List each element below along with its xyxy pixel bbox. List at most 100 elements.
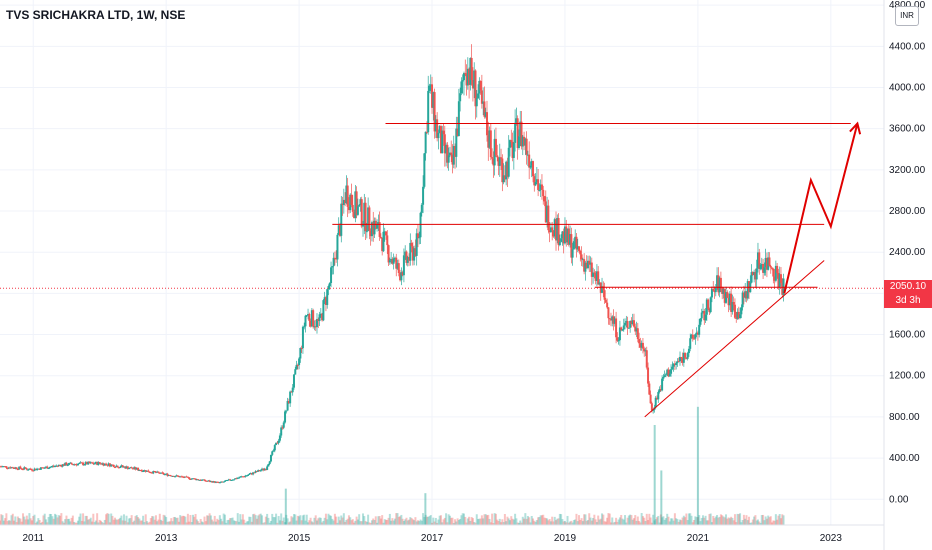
volume-bar (36, 521, 39, 525)
volume-bar (503, 514, 506, 525)
candle-body (39, 467, 42, 470)
candle-body (142, 471, 145, 473)
volume-bar (346, 518, 349, 525)
volume-bar (282, 517, 285, 525)
candle-body (411, 246, 414, 261)
volume-bar (272, 517, 275, 525)
candle-body (396, 263, 399, 269)
volume-bar (627, 515, 630, 525)
candle-body (753, 272, 756, 276)
volume-bar (744, 518, 747, 525)
candle-body (455, 128, 458, 157)
candle-body (369, 230, 372, 237)
volume-bar (331, 518, 334, 525)
volume-bar (154, 515, 157, 525)
candle-body (202, 479, 205, 481)
volume-bar (483, 514, 486, 525)
volume-bar (46, 522, 49, 525)
volume-bar (16, 516, 19, 525)
candle-body (524, 138, 527, 146)
candle-body (686, 353, 689, 359)
candle-body (308, 314, 311, 321)
candle-body (767, 257, 770, 270)
candle-body (521, 136, 524, 147)
candle-body (552, 230, 555, 237)
volume-bar (268, 522, 271, 525)
volume-bar (340, 515, 343, 525)
candle-body (736, 311, 739, 319)
volume-bar (727, 517, 730, 525)
volume-bar (93, 522, 96, 525)
candle-body (561, 231, 564, 239)
candle-body (393, 257, 396, 259)
candle-body (264, 468, 267, 470)
candle-body (161, 472, 164, 474)
candle-body (640, 342, 643, 348)
currency-badge[interactable]: INR (895, 6, 919, 26)
candle-body (359, 199, 362, 206)
volume-bar (176, 517, 179, 525)
candle-body (631, 320, 634, 325)
volume-bar (602, 514, 605, 525)
candle-body (468, 68, 471, 85)
volume-bar (199, 518, 202, 525)
volume-bar (526, 516, 529, 525)
candle-body (170, 475, 173, 477)
volume-bar (271, 513, 274, 525)
volume-bar (630, 515, 633, 525)
candle-body (339, 225, 341, 236)
candle-body (209, 481, 212, 483)
volume-bar (399, 516, 402, 525)
candle-body (38, 468, 41, 470)
volume-bar (76, 520, 79, 525)
volume-bar (413, 520, 416, 525)
volume-bar (147, 522, 150, 525)
candle-body (110, 464, 113, 467)
volume-bar (465, 522, 468, 525)
candle-body (218, 482, 221, 484)
candle-body (232, 479, 235, 481)
volume-bar (410, 518, 413, 525)
volume-bar (121, 520, 124, 525)
volume-bar (507, 518, 510, 525)
current-price-label: 2050.10 (884, 280, 932, 294)
volume-bar (705, 520, 708, 525)
volume-bar (230, 518, 233, 525)
volume-bar (152, 516, 155, 525)
candle-body (540, 184, 543, 190)
candle-body (153, 470, 156, 472)
volume-bar (82, 513, 85, 525)
volume-bar (11, 513, 14, 525)
volume-bar (314, 515, 317, 525)
volume-bar (344, 521, 347, 525)
volume-bar (20, 521, 23, 525)
volume-bar (718, 516, 721, 525)
candle-body (751, 272, 754, 276)
candle-body (74, 464, 77, 466)
candle-body (539, 184, 542, 190)
candle-body (289, 391, 292, 404)
volume-bar (532, 518, 535, 525)
candle-body (428, 85, 431, 91)
candle-body (546, 205, 549, 223)
candle-body (246, 474, 249, 476)
candle-body (350, 194, 353, 205)
volume-bar (347, 515, 350, 525)
candle-body (213, 481, 216, 483)
candle-body (732, 302, 735, 305)
candle-body (399, 273, 402, 281)
candle-body (295, 364, 298, 370)
candle-body (211, 481, 214, 483)
volume-bar (51, 516, 54, 525)
volume-bar (313, 517, 316, 525)
candle-body (634, 326, 637, 332)
candle-body (59, 464, 62, 466)
candle-body (269, 454, 272, 462)
volume-bar (14, 516, 17, 525)
candle-body (618, 327, 621, 341)
volume-bar (259, 513, 262, 525)
volume-bar (514, 513, 517, 525)
candle-body (639, 343, 642, 348)
candle-body (278, 435, 281, 441)
